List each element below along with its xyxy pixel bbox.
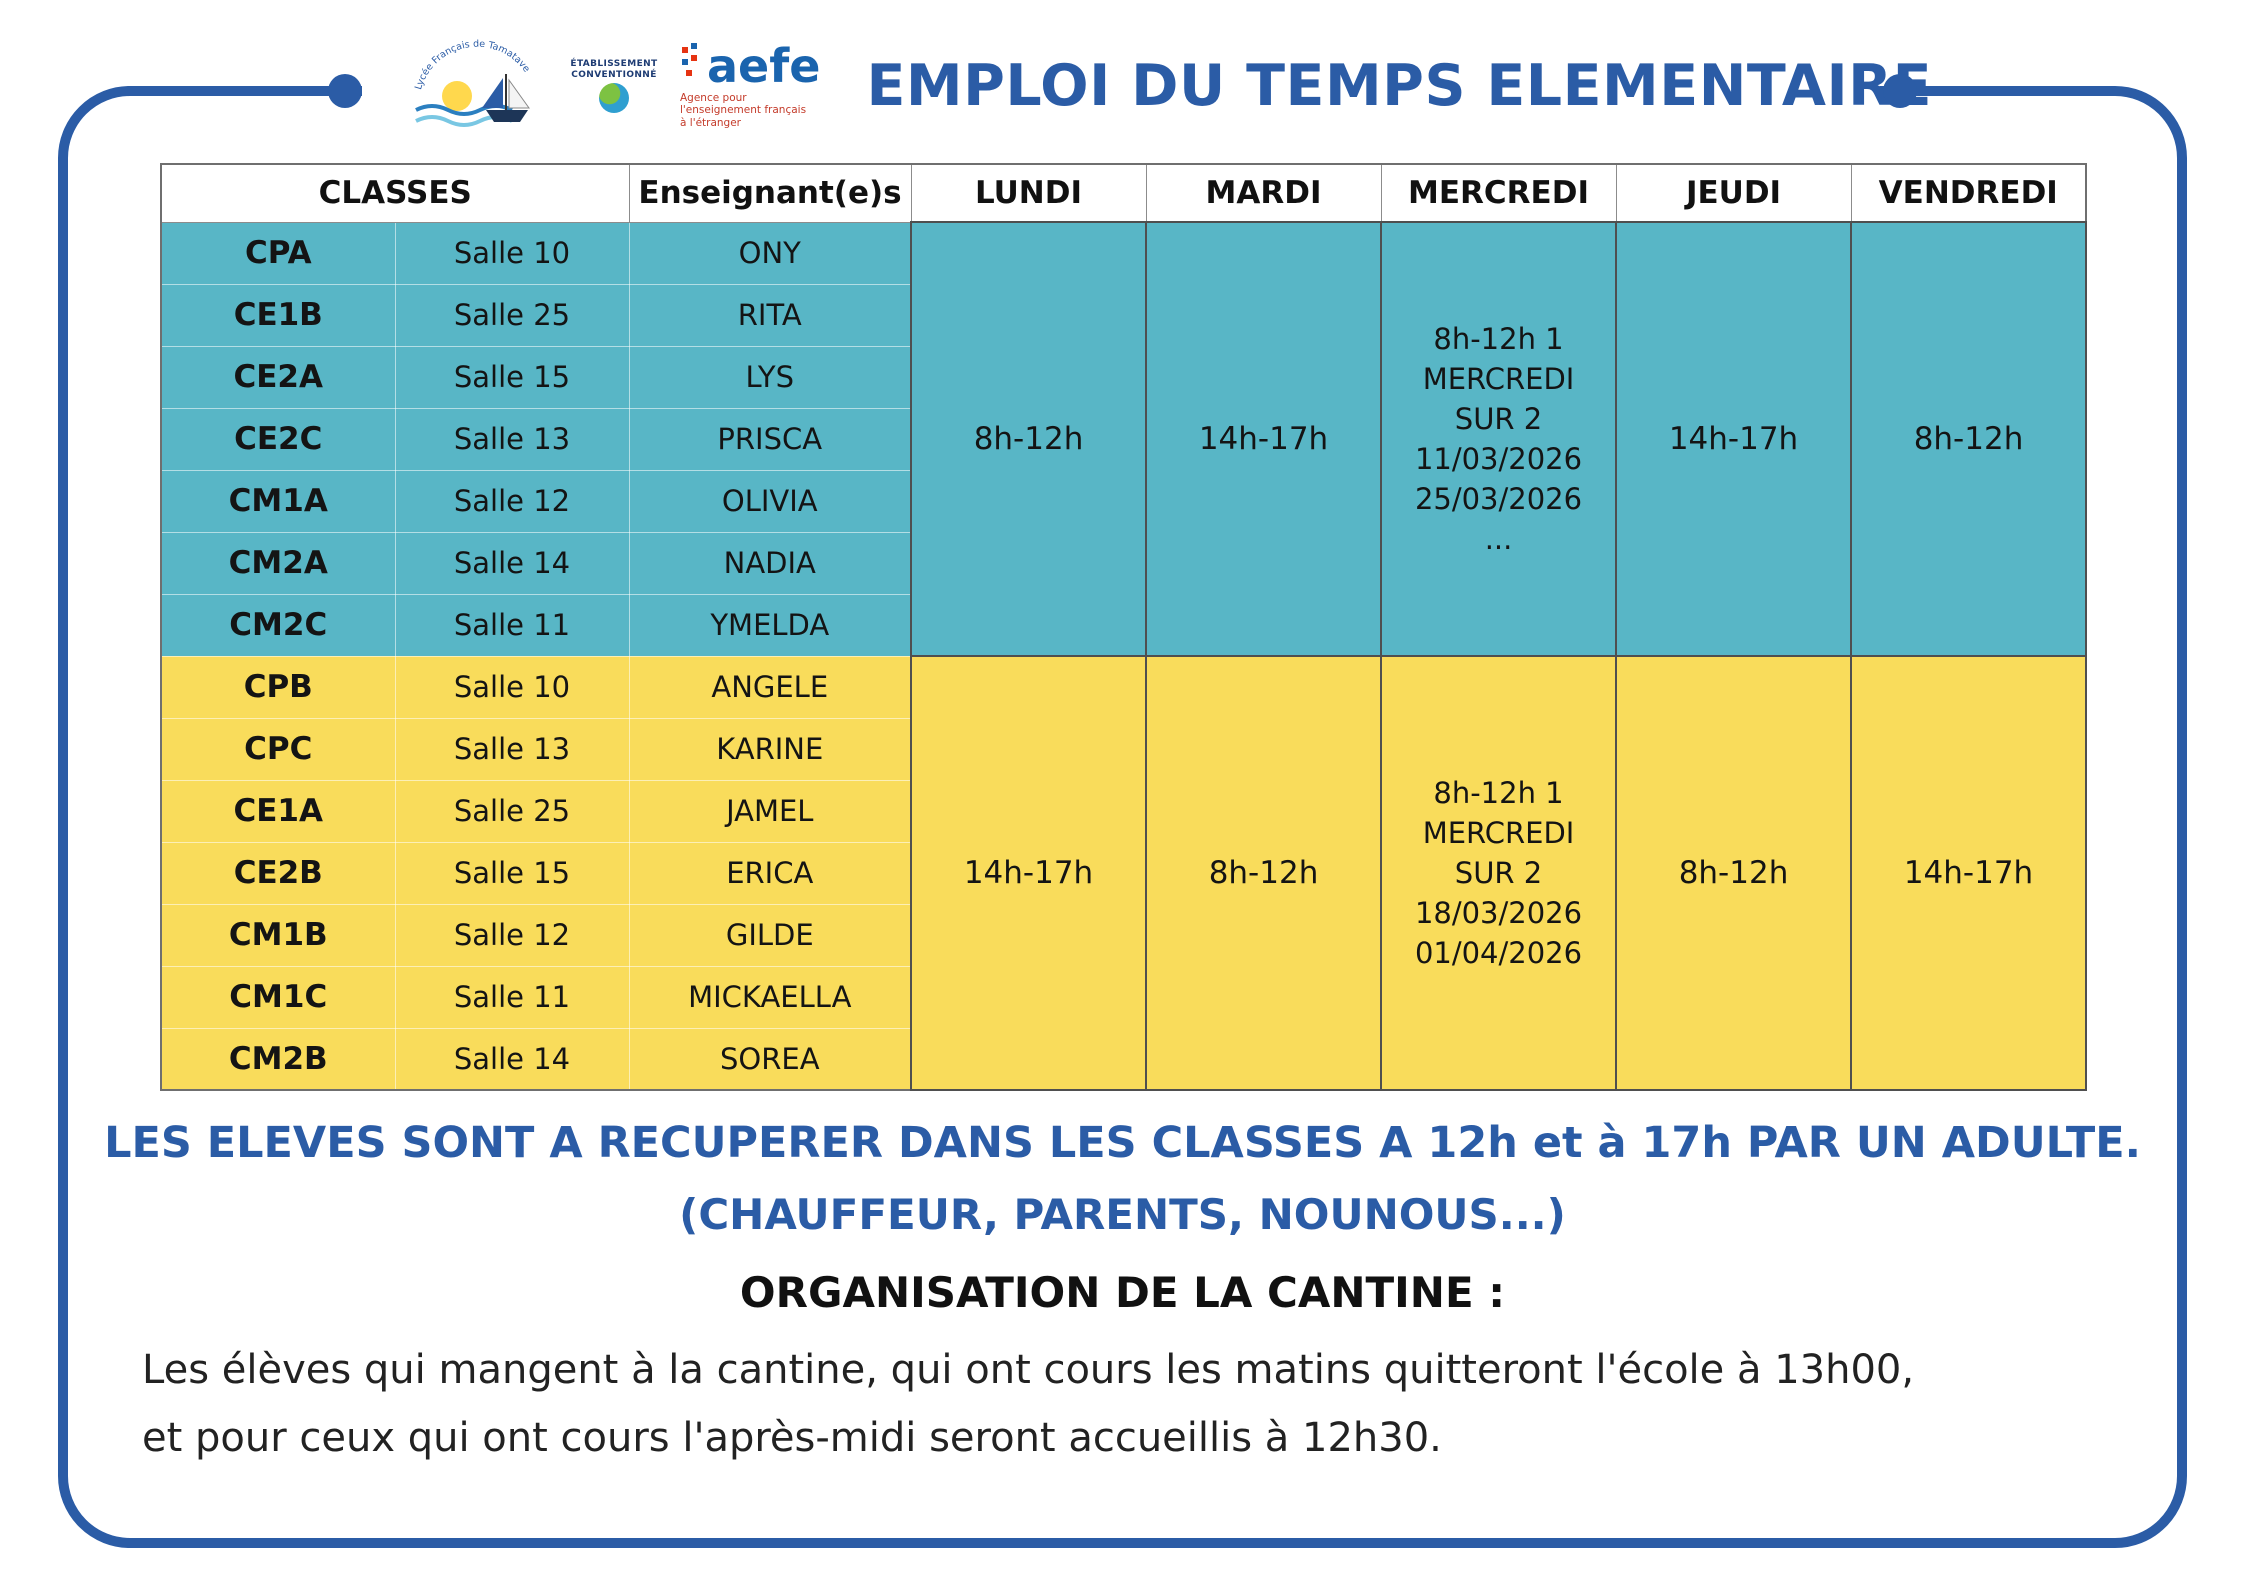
decorative-dot-right <box>1883 74 1917 108</box>
table-row: CPA Salle 10 ONY 8h-12h 14h-17h 8h-12h 1… <box>160 221 2088 657</box>
table-row: CE2C Salle 13 PRISCA <box>160 407 2086 471</box>
room-cell: Salle 15 <box>394 841 630 905</box>
aefe-wordmark: aefe <box>707 38 821 93</box>
page-title: EMPLOI DU TEMPS ELEMENTAIRE <box>866 53 1933 119</box>
room-cell: Salle 12 <box>394 469 630 533</box>
teacher-cell: PRISCA <box>628 407 912 471</box>
teacher-cell: SOREA <box>628 1027 912 1091</box>
header: Lycée Français de Tamatave ÉTABLISSEMENT… <box>362 22 1932 150</box>
class-name-cell: CPA <box>160 221 396 285</box>
schedule-group2-mercredi: 8h-12h 1 MERCREDI SUR 2 18/03/2026 01/04… <box>1380 655 1618 1091</box>
col-header-jeudi: JEUDI <box>1615 163 1852 223</box>
table-row: CM2C Salle 11 YMELDA <box>160 593 2086 657</box>
room-cell: Salle 12 <box>394 903 630 967</box>
cantine-heading: ORGANISATION DE LA CANTINE : <box>739 1268 1506 1317</box>
conventionne-label-line2: CONVENTIONNÉ <box>571 69 657 80</box>
etablissement-conventionne-logo: ÉTABLISSEMENT CONVENTIONNÉ <box>566 59 662 114</box>
teacher-cell: OLIVIA <box>628 469 912 533</box>
table-row: CE2B Salle 15 ERICA <box>160 841 2086 905</box>
table-row: CM1A Salle 12 OLIVIA <box>160 469 2086 533</box>
conventionne-label-line1: ÉTABLISSEMENT <box>570 58 658 69</box>
schedule-group2-jeudi: 8h-12h <box>1615 655 1853 1091</box>
aefe-subtitle: Agence pour l'enseignement français à l'… <box>680 91 807 129</box>
schedule-group2-mardi: 8h-12h <box>1145 655 1383 1091</box>
teacher-cell: RITA <box>628 283 912 347</box>
table-row: CM1C Salle 11 MICKAELLA <box>160 965 2086 1029</box>
decorative-dot-left <box>328 74 362 108</box>
teacher-cell: ERICA <box>628 841 912 905</box>
room-cell: Salle 13 <box>394 407 630 471</box>
schedule-group1-lundi: 8h-12h <box>910 221 1148 657</box>
class-name-cell: CE2A <box>160 345 396 409</box>
room-cell: Salle 11 <box>394 593 630 657</box>
class-name-cell: CE1B <box>160 283 396 347</box>
room-cell: Salle 10 <box>394 655 630 719</box>
room-cell: Salle 11 <box>394 965 630 1029</box>
col-header-lundi: LUNDI <box>910 163 1147 223</box>
class-name-cell: CPC <box>160 717 396 781</box>
room-cell: Salle 25 <box>394 779 630 843</box>
teacher-cell: LYS <box>628 345 912 409</box>
col-header-vendredi: VENDREDI <box>1850 163 2087 223</box>
aefe-emblem-icon <box>682 42 697 76</box>
teacher-cell: YMELDA <box>628 593 912 657</box>
teacher-cell: GILDE <box>628 903 912 967</box>
teacher-cell: KARINE <box>628 717 912 781</box>
class-name-cell: CM2C <box>160 593 396 657</box>
table-row: CM2B Salle 14 SOREA <box>160 1027 2086 1091</box>
table-row: CM2A Salle 14 NADIA <box>160 531 2086 595</box>
class-name-cell: CM1B <box>160 903 396 967</box>
schedule-group1-jeudi: 14h-17h <box>1615 221 1853 657</box>
room-cell: Salle 25 <box>394 283 630 347</box>
school-logo: Lycée Français de Tamatave <box>402 34 552 138</box>
room-cell: Salle 14 <box>394 1027 630 1091</box>
table-row: CM1B Salle 12 GILDE <box>160 903 2086 967</box>
table-row: CPB Salle 10 ANGELE 14h-17h 8h-12h 8h-12… <box>160 655 2088 1091</box>
teacher-cell: ONY <box>628 221 912 285</box>
class-name-cell: CM1A <box>160 469 396 533</box>
aefe-wordmark-row: aefe <box>680 38 821 93</box>
class-name-cell: CE1A <box>160 779 396 843</box>
schedule-group2-lundi: 14h-17h <box>910 655 1148 1091</box>
class-name-cell: CM2B <box>160 1027 396 1091</box>
schedule-group1-vendredi: 8h-12h <box>1850 221 2088 657</box>
svg-text:Lycée Français de Tamatave: Lycée Français de Tamatave <box>413 39 532 91</box>
table-header-row: CLASSES Enseignant(e)s LUNDI MARDI MERCR… <box>160 163 2087 223</box>
room-cell: Salle 14 <box>394 531 630 595</box>
timetable: CLASSES Enseignant(e)s LUNDI MARDI MERCR… <box>160 163 2088 1091</box>
pickup-notice-line1: LES ELEVES SONT A RECUPERER DANS LES CLA… <box>104 1118 2141 1168</box>
col-header-classes: CLASSES <box>160 163 630 223</box>
schedule-group2-vendredi: 14h-17h <box>1850 655 2088 1091</box>
col-header-mardi: MARDI <box>1145 163 1382 223</box>
room-cell: Salle 13 <box>394 717 630 781</box>
teacher-cell: MICKAELLA <box>628 965 912 1029</box>
teacher-cell: ANGELE <box>628 655 912 719</box>
pickup-notice-line2: (CHAUFFEUR, PARENTS, NOUNOUS...) <box>679 1190 1566 1239</box>
class-name-cell: CM1C <box>160 965 396 1029</box>
globe-icon <box>599 83 629 114</box>
class-name-cell: CE2B <box>160 841 396 905</box>
teacher-cell: JAMEL <box>628 779 912 843</box>
table-row: CPC Salle 13 KARINE <box>160 717 2086 781</box>
teacher-cell: NADIA <box>628 531 912 595</box>
cantine-paragraph: Les élèves qui mangent à la cantine, qui… <box>142 1347 1915 1461</box>
class-name-cell: CE2C <box>160 407 396 471</box>
col-header-mercredi: MERCREDI <box>1380 163 1617 223</box>
class-name-cell: CM2A <box>160 531 396 595</box>
room-cell: Salle 15 <box>394 345 630 409</box>
table-row: CE2A Salle 15 LYS <box>160 345 2086 409</box>
aefe-logo: aefe Agence pour l'enseignement français… <box>680 38 821 130</box>
col-header-teacher: Enseignant(e)s <box>628 163 912 223</box>
table-row: CE1B Salle 25 RITA <box>160 283 2086 347</box>
school-logo-icon: Lycée Français de Tamatave <box>413 39 532 127</box>
schedule-group1-mardi: 14h-17h <box>1145 221 1383 657</box>
room-cell: Salle 10 <box>394 221 630 285</box>
schedule-group1-mercredi: 8h-12h 1 MERCREDI SUR 2 11/03/2026 25/03… <box>1380 221 1618 657</box>
class-name-cell: CPB <box>160 655 396 719</box>
table-row: CE1A Salle 25 JAMEL <box>160 779 2086 843</box>
